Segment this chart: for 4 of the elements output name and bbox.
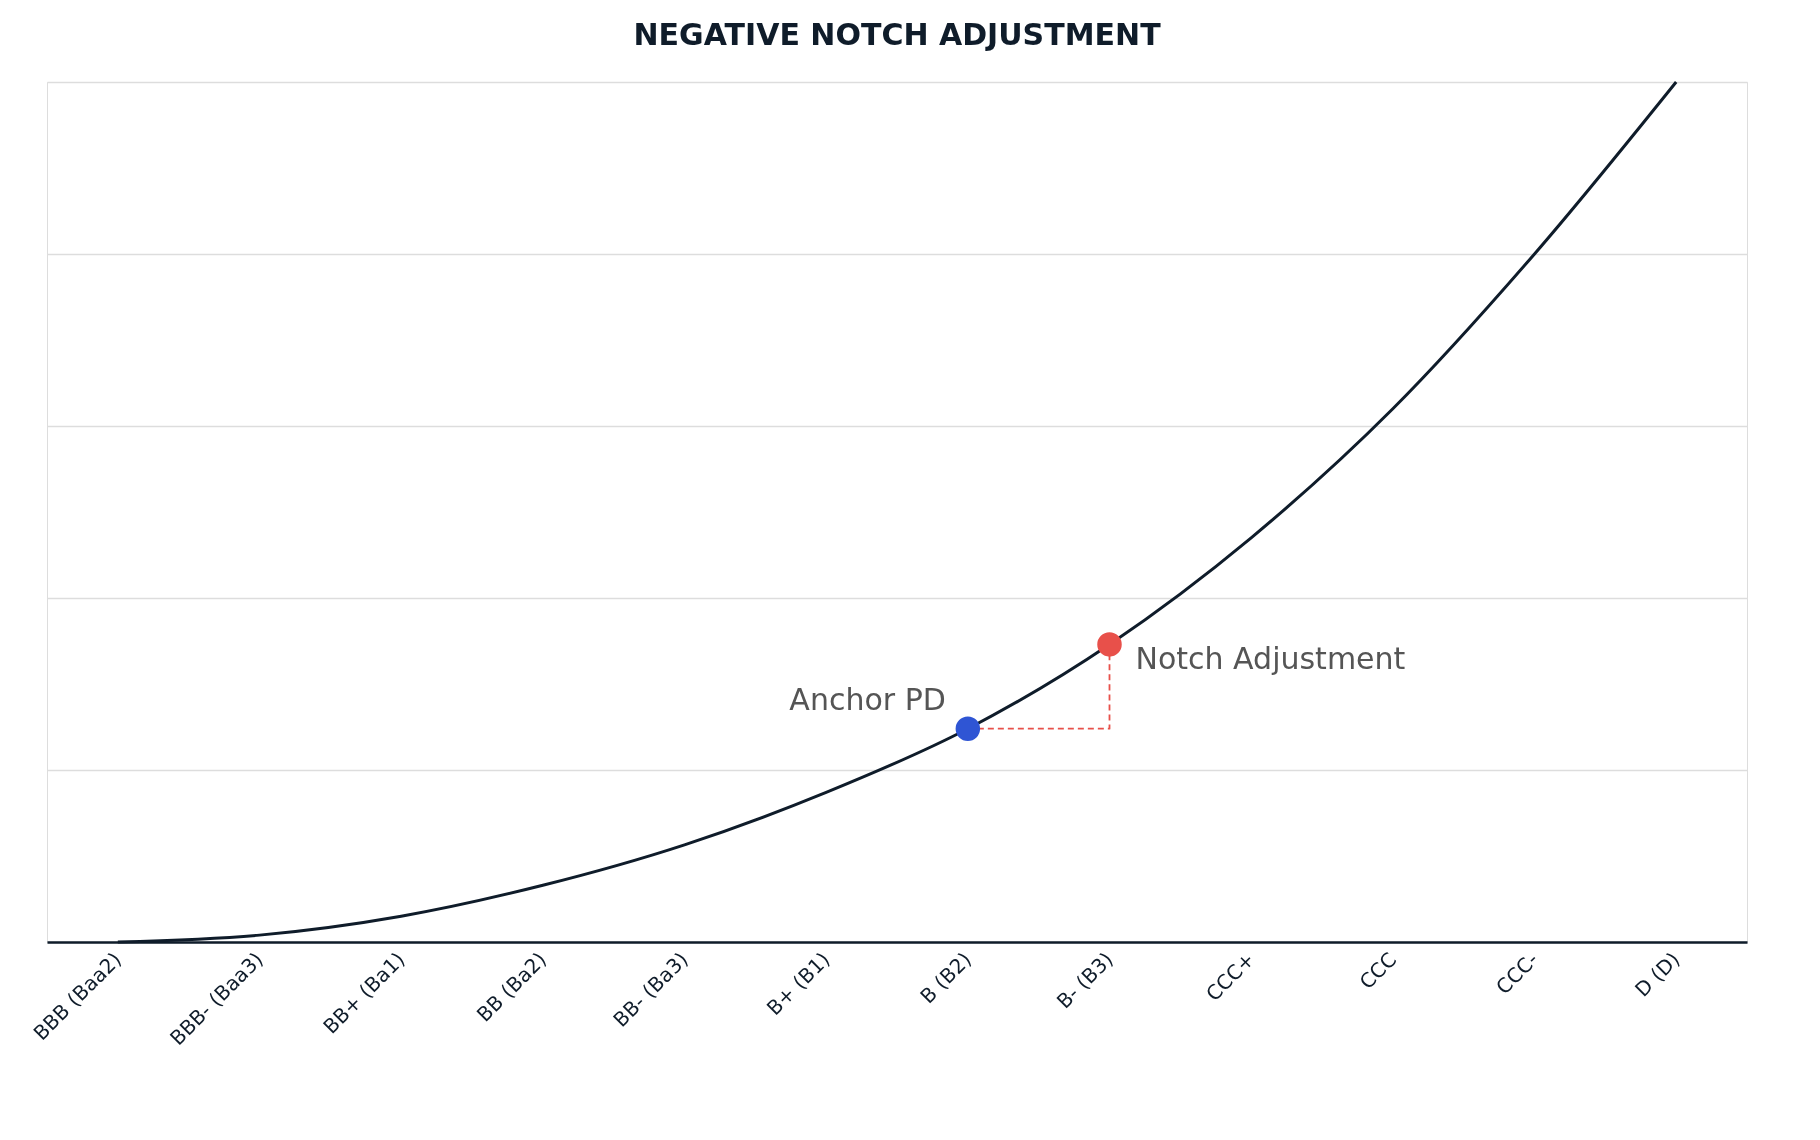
annotation: Notch Adjustment (1135, 641, 1406, 677)
annotation: Anchor PD (789, 681, 946, 717)
x-tick-label: D (D) (1630, 947, 1685, 1002)
chart-title: NEGATIVE NOTCH ADJUSTMENT (633, 16, 1162, 52)
